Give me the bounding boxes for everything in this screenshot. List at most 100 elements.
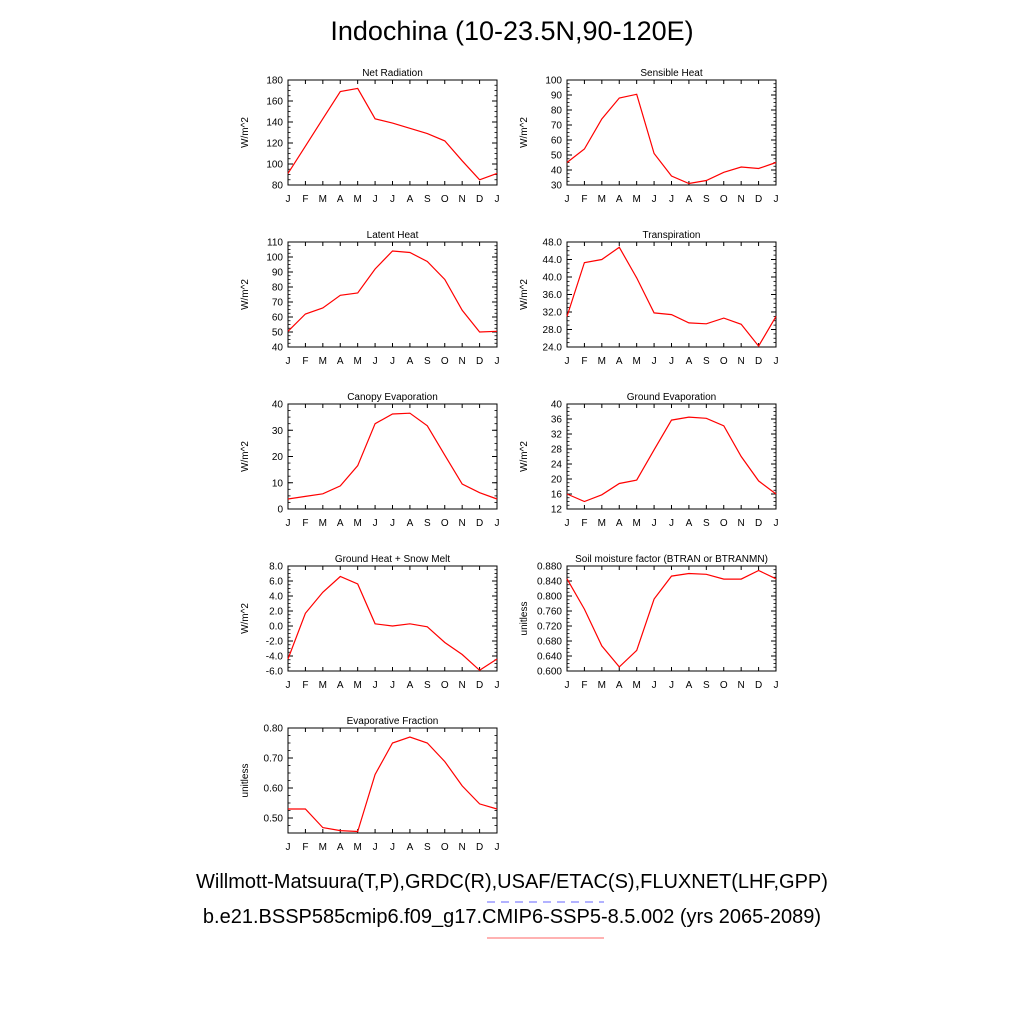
x-tick-label: J	[373, 518, 378, 529]
x-tick-label: O	[720, 356, 728, 367]
y-tick-label: 40	[551, 400, 563, 411]
x-tick-label: J	[495, 194, 500, 205]
x-tick-label: M	[319, 518, 327, 529]
y-tick-label: 32.0	[543, 308, 563, 319]
y-tick-label: 50	[272, 328, 284, 339]
y-tick-label: 40.0	[543, 273, 563, 284]
y-tick-label: 28	[551, 445, 563, 456]
x-tick-label: O	[441, 356, 449, 367]
y-tick-label: 44.0	[543, 255, 563, 266]
x-tick-label: J	[652, 194, 657, 205]
y-tick-label: 0.80	[264, 724, 284, 735]
y-tick-label: 70	[272, 298, 284, 309]
x-tick-label: M	[353, 194, 361, 205]
x-tick-label: J	[565, 680, 570, 691]
plot-frame	[287, 565, 498, 672]
series-line	[566, 246, 777, 348]
x-tick-label: S	[703, 680, 710, 691]
y-tick-label: 16	[551, 490, 563, 501]
y-tick-label: 160	[266, 97, 283, 108]
y-tick-label: 24.0	[543, 343, 563, 354]
y-tick-label: 0.0	[269, 622, 283, 633]
y-tick-label: 80	[272, 181, 284, 192]
x-tick-label: M	[319, 356, 327, 367]
x-tick-label: A	[337, 356, 344, 367]
x-tick-label: O	[720, 194, 728, 205]
x-tick-label: A	[407, 842, 414, 853]
x-tick-label: D	[476, 194, 483, 205]
y-tick-label: 0.640	[537, 652, 562, 663]
legend-model-label: b.e21.BSSP585cmip6.f09_g17.CMIP6-SSP5-8.…	[202, 906, 822, 928]
y-tick-label: 20	[272, 452, 284, 463]
x-tick-label: S	[424, 680, 431, 691]
chart-panel: J F M A M J J A S O N D J24.028.032.036.040.044.048.…	[519, 230, 779, 367]
x-tick-label: J	[286, 842, 291, 853]
x-tick-label: J	[286, 356, 291, 367]
plot-frame	[287, 79, 498, 186]
y-tick-label: 0.70	[264, 754, 284, 765]
y-tick-label: 0.800	[537, 592, 562, 603]
y-tick-label: 40	[272, 400, 284, 411]
page-title: Indochina (10-23.5N,90-120E)	[330, 16, 694, 46]
x-tick-label: J	[390, 194, 395, 205]
y-tick-label: 40	[551, 166, 563, 177]
panel-title: Transpiration	[643, 230, 701, 241]
panel-title: Ground Evaporation	[627, 392, 717, 403]
series-line	[287, 412, 498, 500]
y-tick-label: 0.720	[537, 622, 562, 633]
y-tick-label: 80	[551, 106, 563, 117]
y-axis-label: W/m^2	[519, 441, 530, 472]
y-tick-label: 120	[266, 139, 283, 150]
x-tick-label: O	[441, 518, 449, 529]
y-tick-label: 0.760	[537, 607, 562, 618]
y-tick-label: 0.50	[264, 814, 284, 825]
panel-title: Net Radiation	[362, 68, 423, 79]
y-tick-label: 110	[267, 238, 283, 249]
y-axis-label: W/m^2	[240, 117, 251, 148]
series-line	[566, 93, 777, 185]
x-tick-label: J	[286, 194, 291, 205]
panel-title: Canopy Evaporation	[347, 392, 438, 403]
x-tick-label: F	[302, 680, 308, 691]
y-tick-label: 20	[551, 475, 563, 486]
x-tick-label: D	[755, 356, 762, 367]
y-tick-label: -2.0	[266, 637, 284, 648]
x-tick-label: N	[738, 356, 745, 367]
y-tick-label: 32	[551, 430, 563, 441]
x-tick-label: A	[616, 518, 623, 529]
x-tick-label: A	[407, 680, 414, 691]
panel-title: Soil moisture factor (BTRAN or BTRANMN)	[575, 554, 768, 565]
x-tick-label: M	[632, 680, 640, 691]
x-tick-label: J	[774, 356, 779, 367]
y-axis-label: W/m^2	[519, 279, 530, 310]
x-tick-label: M	[598, 356, 606, 367]
y-axis-label: unitless	[240, 764, 251, 798]
x-tick-label: M	[319, 680, 327, 691]
plot-frame	[566, 565, 777, 672]
chart-panel: J F M A M J J A S O N D J0.500.600.700.80Evaporative…	[240, 716, 500, 853]
y-tick-label: 40	[272, 343, 284, 354]
x-tick-label: D	[476, 680, 483, 691]
x-tick-label: J	[774, 194, 779, 205]
x-tick-label: D	[755, 680, 762, 691]
y-tick-label: 28.0	[543, 325, 563, 336]
x-tick-label: D	[476, 842, 483, 853]
x-tick-label: J	[669, 518, 674, 529]
y-tick-label: 12	[551, 505, 563, 516]
x-tick-label: F	[302, 842, 308, 853]
y-tick-label: 48.0	[543, 238, 563, 249]
x-tick-label: N	[459, 194, 466, 205]
x-tick-label: M	[632, 356, 640, 367]
y-tick-label: 140	[266, 118, 283, 129]
x-tick-label: J	[495, 356, 500, 367]
x-tick-label: J	[565, 356, 570, 367]
x-tick-label: J	[390, 842, 395, 853]
x-tick-label: M	[353, 518, 361, 529]
x-tick-label: D	[476, 356, 483, 367]
y-tick-label: 30	[272, 426, 284, 437]
panel-title: Latent Heat	[367, 230, 419, 241]
y-tick-label: 0	[277, 505, 283, 516]
